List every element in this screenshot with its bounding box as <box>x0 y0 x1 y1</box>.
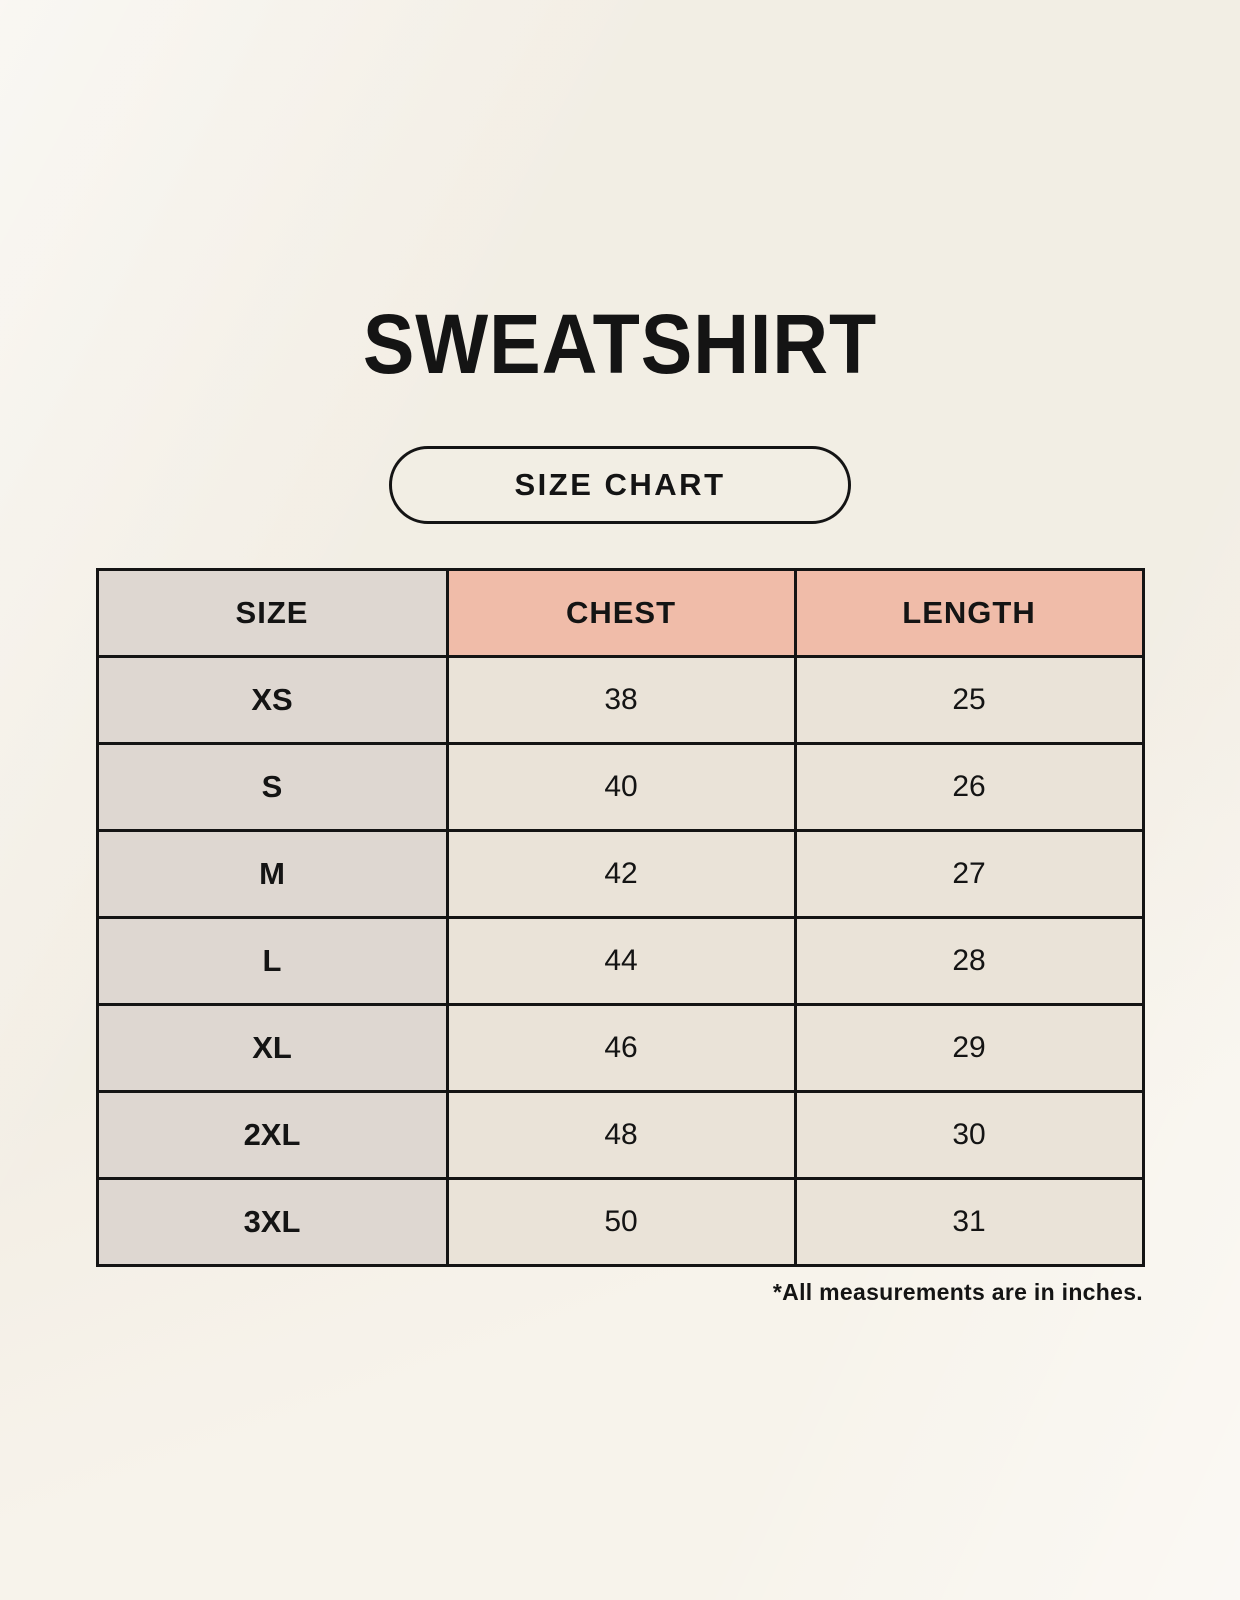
length-value: 29 <box>793 1003 1145 1094</box>
length-value: 28 <box>793 916 1145 1007</box>
page-title: SWEATSHIRT <box>362 297 878 391</box>
size-label: S <box>95 742 449 833</box>
table-header-row: SIZE CHEST LENGTH <box>95 568 1145 659</box>
length-value: 25 <box>793 655 1145 746</box>
size-label: L <box>95 916 449 1007</box>
size-label: 2XL <box>95 1090 449 1181</box>
chest-value: 44 <box>445 916 797 1007</box>
column-header-chest: CHEST <box>445 568 797 659</box>
chest-value: 40 <box>445 742 797 833</box>
length-value: 27 <box>793 829 1145 920</box>
column-header-size: SIZE <box>95 568 449 659</box>
measurement-note: *All measurements are in inches. <box>772 1279 1143 1306</box>
table-row-l: L 44 28 <box>95 916 1145 1007</box>
chest-value: 50 <box>445 1177 797 1268</box>
column-header-length: LENGTH <box>793 568 1145 659</box>
chest-value: 48 <box>445 1090 797 1181</box>
length-value: 30 <box>793 1090 1145 1181</box>
size-chart-badge: SIZE CHART <box>389 446 851 525</box>
table-row-xs: XS 38 25 <box>95 655 1145 746</box>
size-chart-badge-label: SIZE CHART <box>514 467 726 503</box>
size-chart-table: SIZE CHEST LENGTH XS 38 25 S 40 26 M 42 … <box>95 568 1145 1268</box>
size-label: XL <box>95 1003 449 1094</box>
table-row-m: M 42 27 <box>95 829 1145 920</box>
size-label: XS <box>95 655 449 746</box>
table-row-xl: XL 46 29 <box>95 1003 1145 1094</box>
size-label: M <box>95 829 449 920</box>
table-row-3xl: 3XL 50 31 <box>95 1177 1145 1268</box>
chest-value: 42 <box>445 829 797 920</box>
table-row-s: S 40 26 <box>95 742 1145 833</box>
size-label: 3XL <box>95 1177 449 1268</box>
length-value: 26 <box>793 742 1145 833</box>
table-row-2xl: 2XL 48 30 <box>95 1090 1145 1181</box>
length-value: 31 <box>793 1177 1145 1268</box>
chest-value: 38 <box>445 655 797 746</box>
chest-value: 46 <box>445 1003 797 1094</box>
